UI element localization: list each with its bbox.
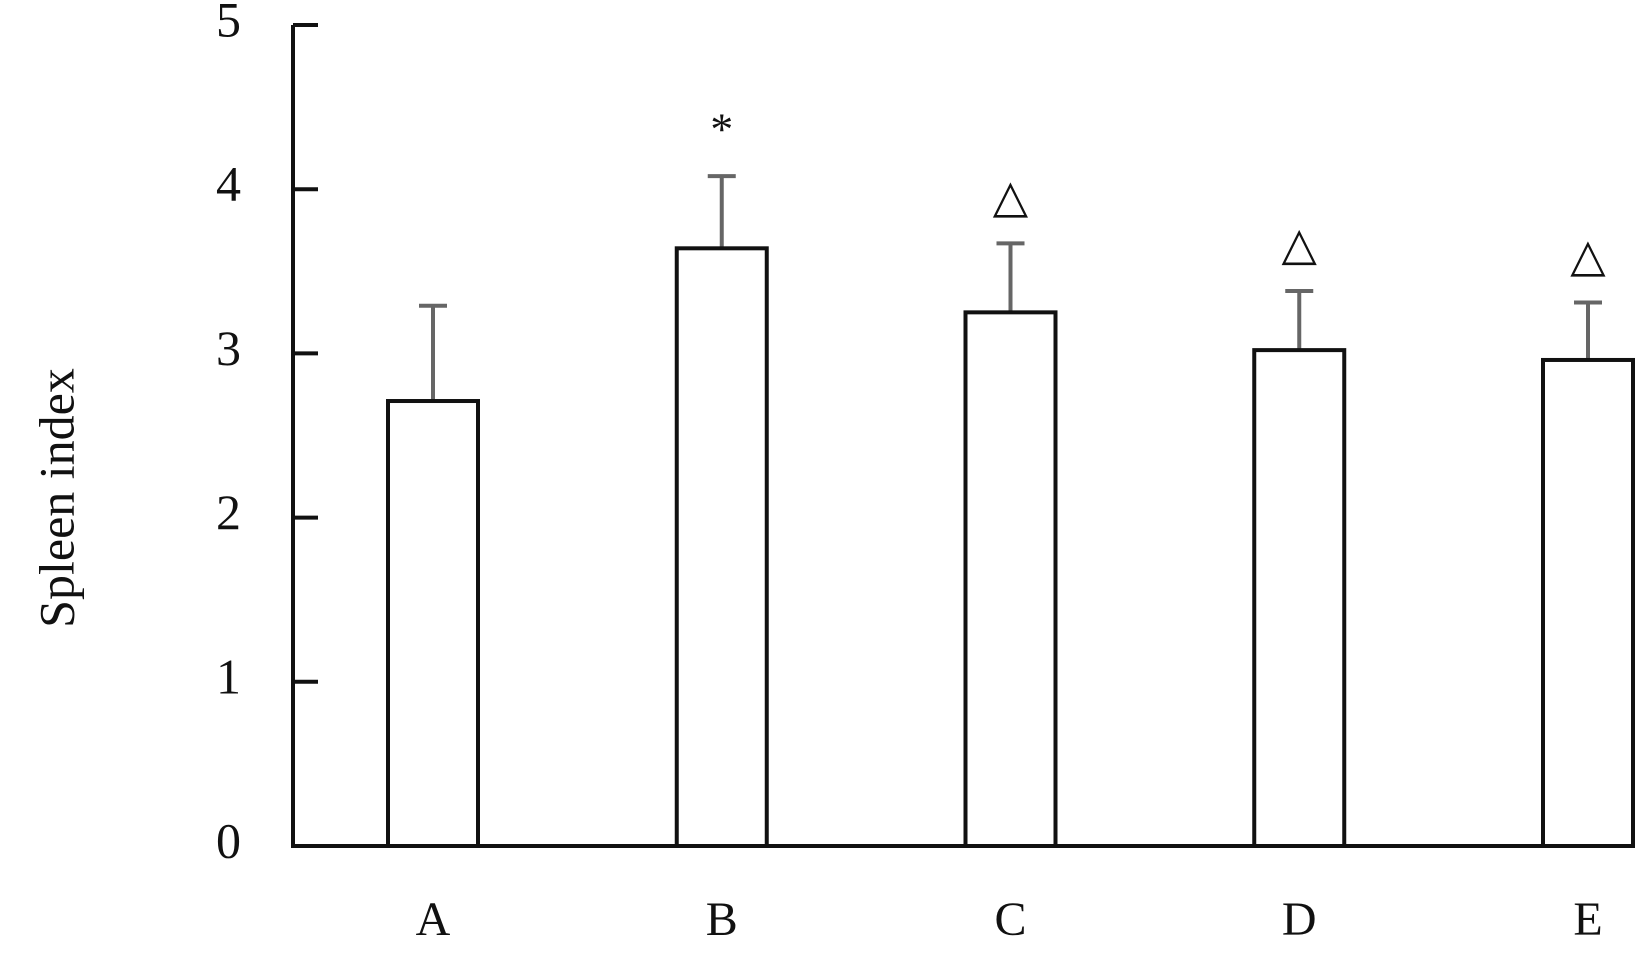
- y-axis-label: Spleen index: [28, 368, 84, 628]
- bar: [1541, 357, 1635, 848]
- y-tick-label: 3: [216, 320, 241, 376]
- y-tick-label: 0: [216, 812, 241, 868]
- annotation: △: [993, 171, 1029, 222]
- y-tick-label: 5: [216, 0, 241, 47]
- bar: [674, 246, 769, 848]
- x-tick-label: B: [706, 893, 738, 946]
- x-tick-label: D: [1282, 893, 1317, 946]
- bar: [963, 310, 1058, 849]
- annotation: △: [1282, 219, 1318, 270]
- y-tick-label: 1: [216, 648, 241, 704]
- x-tick-label: C: [994, 893, 1026, 946]
- y-tick-label: 4: [216, 156, 241, 212]
- annotation: *: [710, 104, 733, 155]
- bar: [386, 399, 480, 848]
- x-tick-label: E: [1573, 893, 1602, 946]
- bar: [1252, 348, 1347, 848]
- x-tick-label: A: [416, 893, 451, 946]
- y-tick-label: 2: [216, 484, 241, 540]
- annotation: △: [1570, 230, 1606, 281]
